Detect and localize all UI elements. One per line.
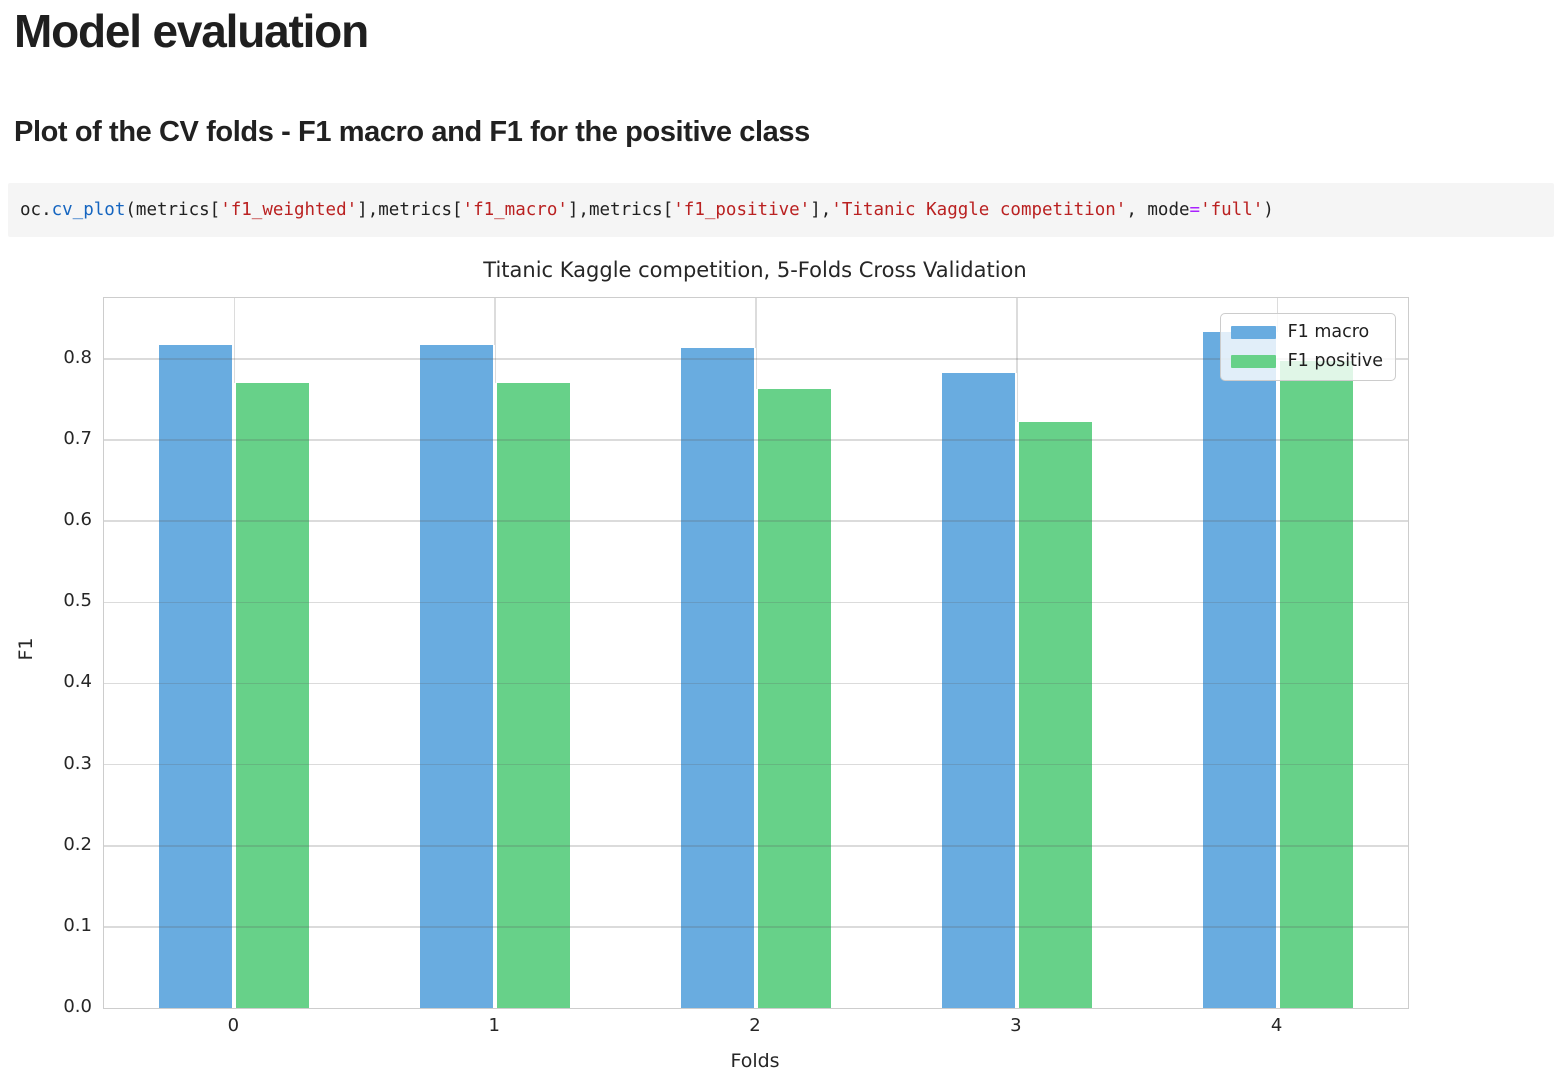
legend-swatch-icon [1230,325,1276,339]
x-tick-label: 2 [749,1015,761,1036]
x-tick-label: 4 [1270,1015,1283,1036]
code-token: , mode [1126,200,1190,220]
code-token: = [1189,200,1201,220]
code-token: oc. [20,200,52,220]
horizontal-gridline [104,844,1408,847]
section-subtitle: Plot of the CV folds - F1 macro and F1 f… [14,116,810,148]
legend: F1 macro F1 positive [1219,313,1396,381]
bar-f1-positive-fold-4 [1277,361,1355,1008]
code-token: 'full' [1200,200,1264,220]
bar-f1-macro-fold-3 [939,372,1017,1008]
code-token: ], [810,200,832,220]
y-tick-label: 0.0 [63,996,92,1017]
y-tick-label: 0.4 [63,671,92,693]
horizontal-gridline [104,358,1408,360]
y-tick-label: 0.6 [63,509,92,531]
bar-f1-positive-fold-2 [756,388,833,1008]
y-axis-label: F1 [15,637,37,661]
code-token: ],metrics[ [357,200,463,220]
bar-f1-macro-fold-4 [1200,332,1278,1008]
code-token: 'f1_weighted' [220,200,358,220]
code-token: (metrics[ [125,200,221,220]
horizontal-gridline [104,520,1408,522]
code-token: 'f1_macro' [462,200,568,220]
plot-area: F1 macro F1 positive [103,297,1409,1009]
page-title: Model evaluation [14,5,369,57]
legend-entry: F1 macro [1230,322,1383,342]
legend-swatch-icon [1230,354,1276,368]
code-token: ],metrics[ [567,200,674,220]
code-token: cv_plot [51,200,126,220]
y-tick-label: 0.2 [63,833,92,855]
x-tick-label: 1 [488,1015,500,1036]
bar-f1-positive-fold-3 [1016,422,1094,1008]
x-tick-label: 3 [1010,1015,1022,1036]
chart-title: Titanic Kaggle competition, 5-Folds Cros… [483,258,1027,282]
bar-f1-positive-fold-1 [495,383,573,1008]
horizontal-gridline [104,601,1408,604]
bar-f1-macro-fold-1 [418,345,496,1008]
code-token: 'Titanic Kaggle competition' [831,200,1127,220]
y-tick-label: 0.1 [63,914,92,936]
horizontal-gridline [104,682,1408,685]
code-token: 'f1_positive' [673,200,811,220]
y-tick-label: 0.5 [63,590,92,612]
x-axis-label: Folds [730,1050,780,1072]
x-tick-label: 0 [227,1015,240,1036]
bar-f1-macro-fold-0 [157,345,235,1008]
legend-label: F1 macro [1287,322,1370,342]
y-tick-label: 0.3 [63,752,92,774]
legend-label: F1 positive [1287,351,1383,371]
legend-entry: F1 positive [1230,351,1383,371]
y-tick-label: 0.7 [63,428,92,449]
bar-f1-positive-fold-0 [234,383,312,1008]
code-cell[interactable]: oc. cv_plot (metrics['f1_weighted'],metric… [8,183,1554,237]
bar-chart-figure: Titanic Kaggle competition, 5-Folds Cros… [0,250,1562,1086]
code-token: ) [1263,200,1274,220]
bar-f1-macro-fold-2 [679,347,756,1008]
y-tick-label: 0.8 [63,346,92,368]
horizontal-gridline [104,439,1408,441]
horizontal-gridline [104,926,1408,928]
horizontal-gridline [104,763,1408,766]
